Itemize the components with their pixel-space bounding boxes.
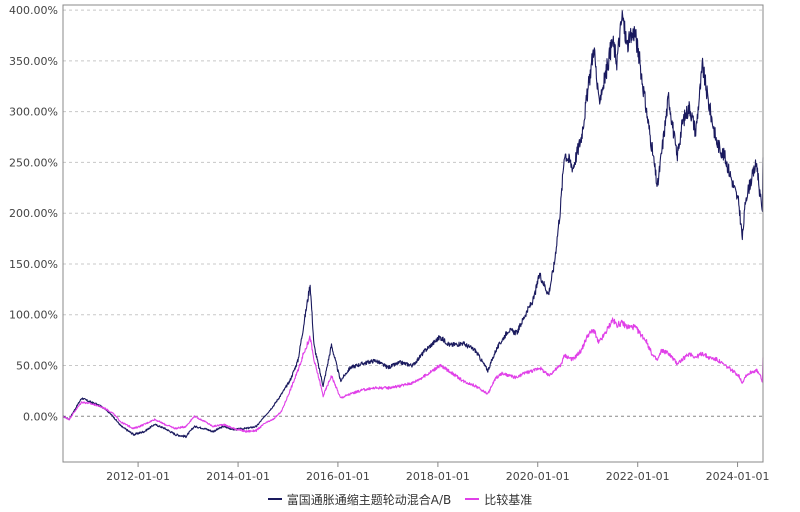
axes [62, 4, 764, 463]
y-tick-label: 200.00% [9, 207, 58, 220]
plot-frame [62, 4, 764, 463]
series-line-fund [62, 10, 764, 439]
y-tick-label: 100.00% [9, 309, 58, 322]
legend-swatch-fund [267, 498, 282, 500]
series-lines [62, 10, 764, 439]
legend-swatch-benchmark [465, 498, 480, 500]
series-line-benchmark [62, 317, 764, 433]
legend-item-benchmark: 比较基准 [465, 491, 532, 508]
y-tick-label: 150.00% [9, 258, 58, 271]
legend-label-fund: 富国通胀通缩主题轮动混合A/B [286, 492, 452, 507]
y-tick-label: 50.00% [16, 360, 58, 373]
x-tick-label: 2020-01-01 [506, 470, 570, 483]
y-tick-label: 300.00% [9, 106, 58, 119]
legend-label-benchmark: 比较基准 [484, 492, 533, 507]
x-tick-label: 2024-01-01 [706, 470, 770, 483]
x-tick-label: 2014-01-01 [206, 470, 270, 483]
y-axis-ticks: 0.00% 50.00% 100.00% 150.00% 200.00% 250.00% 3… [9, 4, 58, 423]
x-axis-ticks: 2012-01-01 2014-01-01 2016-01-01 2018-01-01… [106, 462, 770, 483]
y-tick-label: 350.00% [9, 55, 58, 68]
x-tick-label: 2012-01-01 [106, 470, 170, 483]
chart-legend: 富国通胀通缩主题轮动混合A/B 比较基准 [0, 489, 800, 509]
grid-lines [63, 9, 763, 417]
legend-item-fund: 富国通胀通缩主题轮动混合A/B [267, 491, 452, 508]
x-tick-label: 2016-01-01 [306, 470, 370, 483]
x-tick-label: 2022-01-01 [606, 470, 670, 483]
y-tick-label: 0.00% [23, 410, 58, 423]
y-tick-label: 400.00% [9, 4, 58, 17]
y-tick-label: 250.00% [9, 156, 58, 169]
x-tick-label: 2018-01-01 [406, 470, 470, 483]
